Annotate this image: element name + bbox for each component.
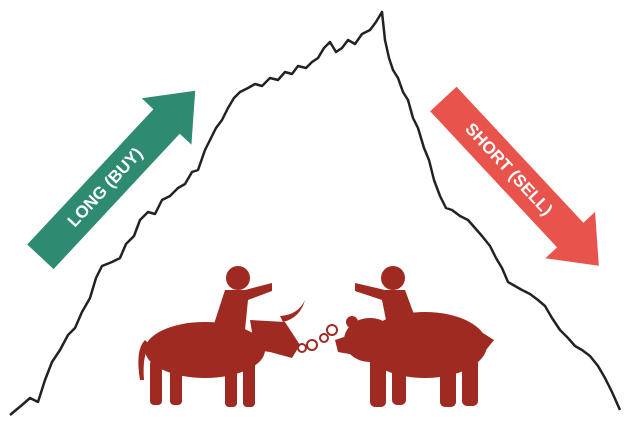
short-arrow: SHORT (SELL) <box>418 76 623 289</box>
long-arrow: LONG (BUY) <box>16 68 221 280</box>
illustration: LONG (BUY) SHORT (SELL) <box>0 0 625 422</box>
short-label: SHORT (SELL) <box>461 119 556 219</box>
bear-rider <box>320 266 494 407</box>
bull-rider <box>138 266 317 407</box>
page: LONG (BUY) SHORT (SELL) (() => { co <box>0 0 625 422</box>
long-label: LONG (BUY) <box>64 144 147 231</box>
